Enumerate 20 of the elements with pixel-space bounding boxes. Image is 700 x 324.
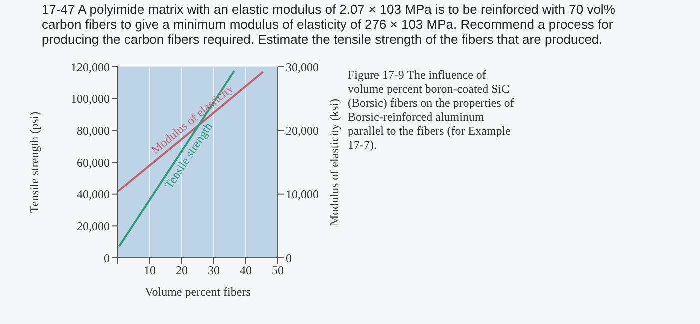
y-tick-label: 20,000 — [77, 219, 110, 234]
y2-tick-label: 20,000 — [286, 124, 319, 138]
x-tick-label: 20 — [176, 264, 188, 278]
y-tick-label: 80,000 — [77, 124, 110, 138]
y2-tick-label: 10,000 — [286, 188, 319, 202]
x-tick-label: 10 — [144, 264, 156, 278]
y-tick-label: 0 — [104, 251, 110, 266]
x-tick-label: 50 — [272, 264, 284, 278]
x-tick-label: 40 — [240, 264, 252, 278]
y-tick-label: 120,000 — [71, 60, 110, 74]
y-tick-label: 100,000 — [71, 92, 110, 106]
y2-axis-title: Modulus of elasticity (ksi) — [327, 99, 342, 226]
y2-tick-label: 30,000 — [286, 60, 319, 74]
caption: Figure 17-9 The influence of volume percent boron-coated SiC (Borsic) fibers on the properties of Borsic-reinforced aluminum parallel to the fibers (for Example 17-7). — [348, 68, 516, 152]
y2-tick-label: 0 — [286, 251, 292, 266]
x-tick-label: 30 — [208, 264, 220, 278]
y-tick-label: 40,000 — [77, 188, 110, 202]
y-tick-label: 60,000 — [77, 156, 110, 170]
y-axis-title: Tensile strength (psi) — [27, 112, 42, 214]
text: 17-47 A polyimide matrix with an elastic modulus of 2.07 × 103 MPa is to be reinforced with 70 vol% carbon fibers to give a minimum modulus of elasticity of 276 × 103 MPa. Recommend a process for producing the carbon fibers required. Estimate the tensile strength of the fibers that are produced. — [42, 2, 616, 47]
